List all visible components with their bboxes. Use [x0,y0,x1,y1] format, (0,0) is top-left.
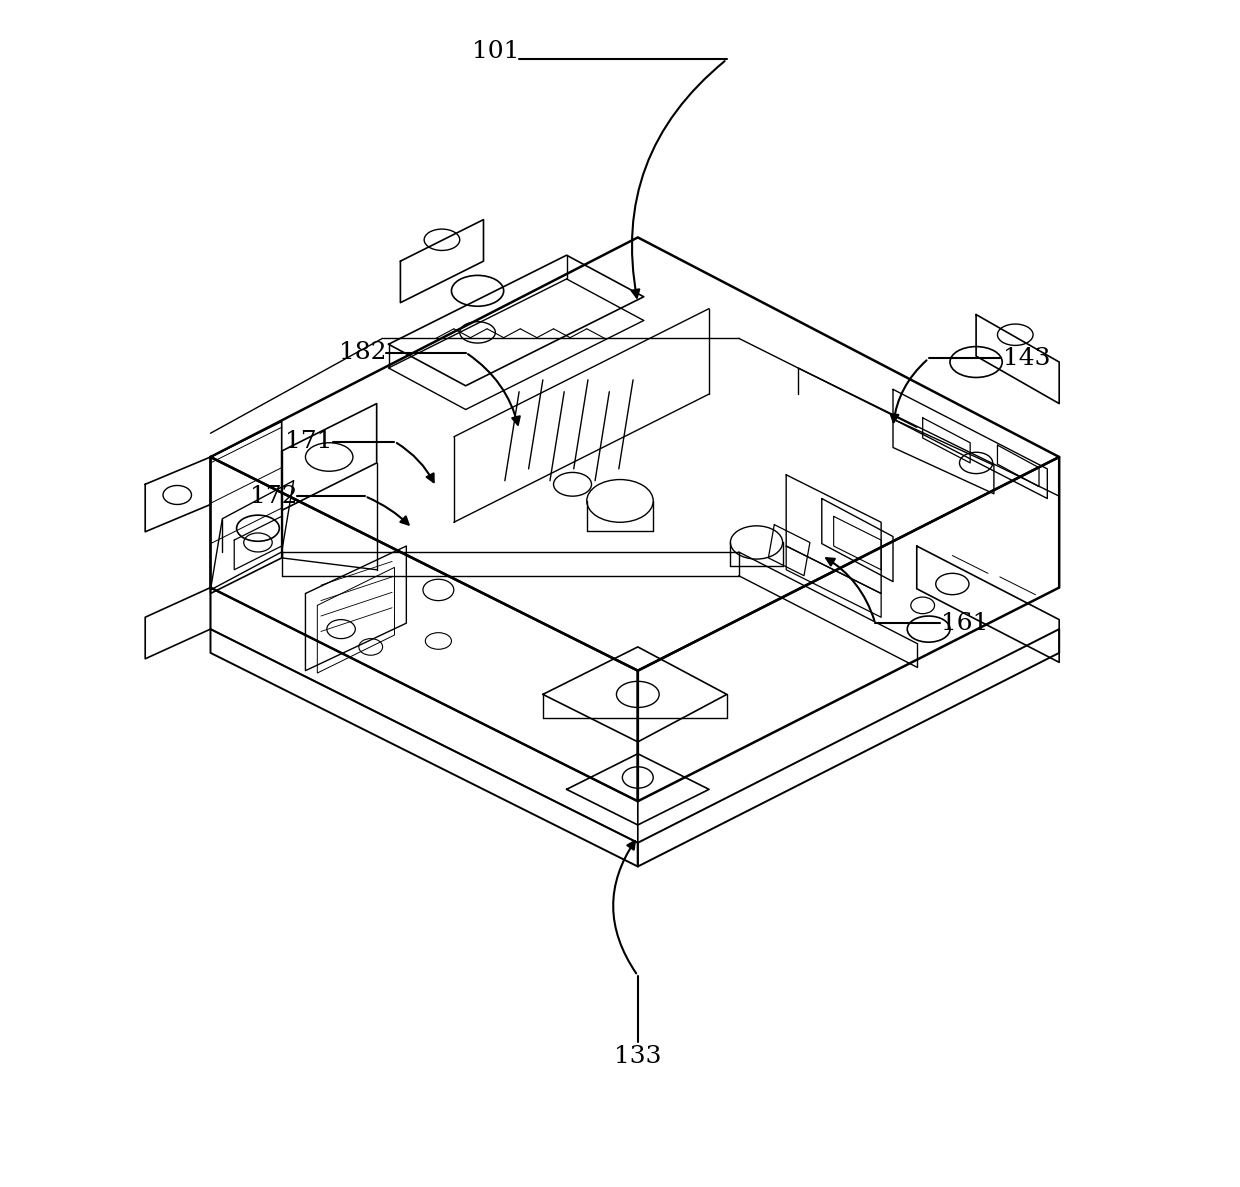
Text: 161: 161 [941,611,988,635]
Text: 182: 182 [339,341,386,364]
Text: 171: 171 [285,430,332,453]
Text: 101: 101 [471,39,520,63]
Text: 172: 172 [249,484,298,508]
Text: 133: 133 [614,1045,662,1068]
Text: 143: 143 [1003,347,1050,370]
